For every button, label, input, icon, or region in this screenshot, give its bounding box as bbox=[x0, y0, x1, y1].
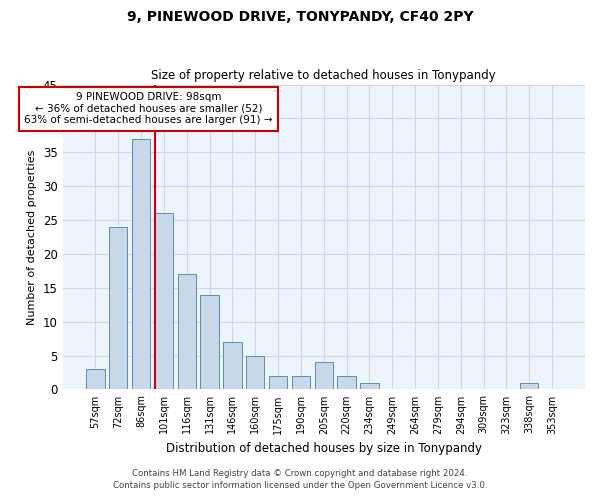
Y-axis label: Number of detached properties: Number of detached properties bbox=[27, 150, 37, 324]
Bar bbox=[292, 376, 310, 390]
Text: 9 PINEWOOD DRIVE: 98sqm
← 36% of detached houses are smaller (52)
63% of semi-de: 9 PINEWOOD DRIVE: 98sqm ← 36% of detache… bbox=[25, 92, 273, 126]
Bar bbox=[86, 369, 104, 390]
Bar bbox=[360, 382, 379, 390]
Text: 9, PINEWOOD DRIVE, TONYPANDY, CF40 2PY: 9, PINEWOOD DRIVE, TONYPANDY, CF40 2PY bbox=[127, 10, 473, 24]
Bar bbox=[200, 294, 219, 390]
Bar bbox=[314, 362, 333, 390]
Bar bbox=[132, 139, 150, 390]
Bar bbox=[520, 382, 538, 390]
Bar bbox=[109, 227, 127, 390]
Title: Size of property relative to detached houses in Tonypandy: Size of property relative to detached ho… bbox=[151, 69, 496, 82]
Bar bbox=[155, 214, 173, 390]
Bar bbox=[246, 356, 265, 390]
Bar bbox=[223, 342, 242, 390]
X-axis label: Distribution of detached houses by size in Tonypandy: Distribution of detached houses by size … bbox=[166, 442, 482, 455]
Bar bbox=[269, 376, 287, 390]
Bar bbox=[337, 376, 356, 390]
Bar bbox=[178, 274, 196, 390]
Text: Contains HM Land Registry data © Crown copyright and database right 2024.
Contai: Contains HM Land Registry data © Crown c… bbox=[113, 468, 487, 490]
